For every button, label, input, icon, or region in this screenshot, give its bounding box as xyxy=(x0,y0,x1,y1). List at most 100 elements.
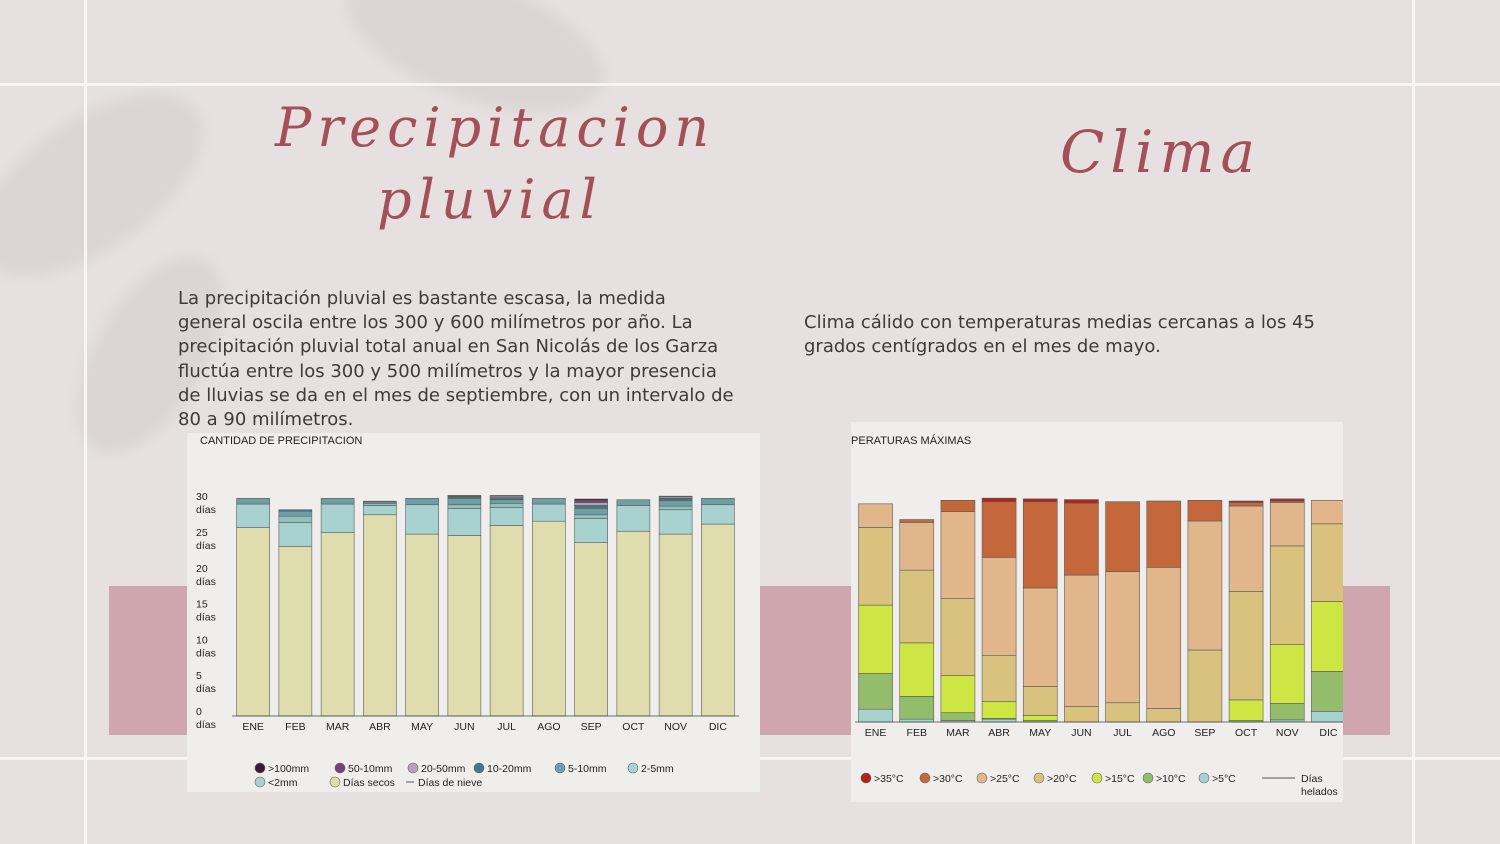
bar-segment xyxy=(489,525,524,717)
bar-segment xyxy=(574,505,608,509)
bar-segment xyxy=(981,501,1017,558)
bar-segment xyxy=(363,514,397,717)
bar-segment xyxy=(1228,502,1264,507)
clima-title: Clima xyxy=(1060,118,1262,186)
x-tick-label: ENE xyxy=(242,721,264,733)
x-tick-label: MAR xyxy=(946,727,970,739)
legend-label: >20°C xyxy=(1047,773,1077,785)
bar-segment xyxy=(981,701,1017,719)
bar-segment xyxy=(658,495,693,498)
bar-segment xyxy=(981,557,1017,656)
bar-segment xyxy=(1269,703,1305,721)
frost-legend-label: Días xyxy=(1301,773,1323,785)
bar-segment xyxy=(1269,502,1305,547)
legend-swatch xyxy=(334,762,346,774)
bar-segment xyxy=(858,708,893,723)
frame-line-right xyxy=(1412,0,1415,844)
bar-segment xyxy=(616,505,651,532)
x-tick-label: ABR xyxy=(988,727,1010,739)
bar-segment xyxy=(447,495,482,497)
bar-segment xyxy=(701,497,735,506)
bar-segment xyxy=(1064,502,1099,576)
bar-segment xyxy=(1146,500,1182,568)
bar-segment xyxy=(278,515,313,523)
bar-segment xyxy=(320,503,355,533)
temp-chart-card: IPERATURAS MÁXIMAS ENE FEB MAR ABR MAY JUN JUL A… xyxy=(851,422,1343,802)
y-tick-label: 5 xyxy=(196,670,202,682)
bar-segment xyxy=(981,497,1017,503)
bar-segment xyxy=(658,505,693,511)
bar-segment xyxy=(1022,501,1058,589)
precip-body: La precipitación pluvial es bastante esc… xyxy=(178,288,734,431)
precip-chart: CANTIDAD DE PRECIPITACION ENE FEB MAR ABR MAY… xyxy=(196,435,739,789)
bar-segment xyxy=(278,510,313,517)
bar-segment xyxy=(320,532,355,717)
bar-segment xyxy=(658,500,693,507)
bar-segment xyxy=(899,718,935,723)
bar-segment xyxy=(940,499,976,512)
frame-line-left xyxy=(84,0,87,844)
bar-segment xyxy=(489,503,524,508)
chart-title: IPERATURAS MÁXIMAS xyxy=(851,434,971,447)
legend-label: >15°C xyxy=(1105,773,1135,785)
bar-segment xyxy=(236,503,270,528)
x-tick-label: DIC xyxy=(709,721,728,733)
precip-chart-card: CANTIDAD DE PRECIPITACION ENE FEB MAR ABR MAY… xyxy=(187,433,760,792)
bar-segment xyxy=(858,604,893,674)
x-tick-label: JUL xyxy=(497,721,516,733)
chart-title: CANTIDAD DE PRECIPITACION xyxy=(200,435,362,447)
bar-segment xyxy=(981,718,1017,723)
x-tick-label: OCT xyxy=(1235,727,1258,739)
bar-segment xyxy=(658,509,693,535)
bar-segment xyxy=(405,533,439,717)
bar-segment xyxy=(489,507,524,526)
legend-label: >30°C xyxy=(933,773,963,785)
bar-segment xyxy=(447,497,482,506)
bar-segment xyxy=(1228,505,1264,592)
bar-segment xyxy=(574,542,608,717)
bar-segment xyxy=(1187,649,1223,723)
x-tick-label: MAY xyxy=(1029,727,1051,739)
legend-label: 20-50mm xyxy=(421,763,466,775)
legend-swatch xyxy=(254,776,266,788)
legend-swatch xyxy=(554,762,566,774)
bar-segment xyxy=(1311,523,1343,602)
bar-segment xyxy=(940,511,976,599)
legend-label: 2-5mm xyxy=(641,763,674,775)
bar-segment xyxy=(899,569,935,644)
x-tick-label: FEB xyxy=(285,721,305,733)
legend-label: 50-10mm xyxy=(348,763,393,775)
bar-segment xyxy=(1064,499,1099,504)
legend-swatch xyxy=(976,772,988,784)
bar-segment xyxy=(1311,711,1343,723)
x-tick-label: AGO xyxy=(537,721,560,733)
bar-segment xyxy=(532,520,566,717)
y-tick-label: días xyxy=(196,540,216,552)
bar-segment xyxy=(1269,545,1305,645)
bar-segment xyxy=(1022,498,1058,503)
precip-title: Precipitacion pluvial xyxy=(275,96,716,231)
temp-chart: IPERATURAS MÁXIMAS ENE FEB MAR ABR MAY JUN JUL A… xyxy=(851,434,1343,798)
bar-segment xyxy=(447,504,482,509)
legend-label: >100mm xyxy=(268,763,309,775)
bar-segment xyxy=(574,508,608,516)
legend-swatch xyxy=(407,762,419,774)
bar-segment xyxy=(858,673,893,710)
bar-segment xyxy=(1064,706,1099,723)
bar-segment xyxy=(899,696,935,720)
legend-swatch xyxy=(1198,772,1210,784)
bar-segment xyxy=(899,519,935,523)
legend-swatch xyxy=(1091,772,1103,784)
bar-segment xyxy=(532,503,566,522)
bar-segment xyxy=(574,502,608,506)
bar-segment xyxy=(489,497,524,501)
bar-segment xyxy=(1105,702,1140,723)
legend-swatch xyxy=(1033,772,1045,784)
bar-segment xyxy=(574,498,608,501)
bar-segment xyxy=(1146,567,1182,709)
bar-segment xyxy=(1022,587,1058,687)
legend-label: Días de nieve xyxy=(418,777,482,789)
x-tick-label: OCT xyxy=(622,721,645,733)
bar-segment xyxy=(658,533,693,717)
bar-segment xyxy=(701,504,735,525)
